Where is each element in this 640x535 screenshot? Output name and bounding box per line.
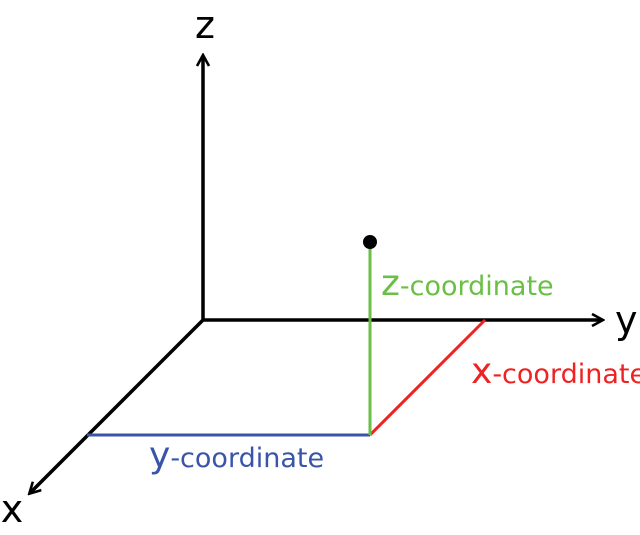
x-axis-label: x	[1, 487, 24, 531]
z-coordinate-label: z-coordinate	[381, 263, 554, 304]
x-axis	[30, 318, 205, 493]
y-axis-label: y	[615, 298, 638, 342]
x-coordinate-text: -coordinate	[492, 359, 640, 390]
y-coordinate-text: -coordinate	[170, 443, 324, 474]
y-coordinate-label: y-coordinate	[149, 435, 324, 476]
x-coordinate-line	[368, 318, 487, 437]
z-coordinate-text: -coordinate	[400, 271, 554, 302]
z-axis-label: z	[195, 3, 215, 47]
y-coordinate-letter: y	[149, 435, 170, 476]
x-coordinate-letter: x	[471, 351, 492, 392]
z-coordinate-letter: z	[381, 263, 400, 304]
x-coordinate-label: x-coordinate	[471, 351, 640, 392]
point-marker	[363, 235, 377, 249]
